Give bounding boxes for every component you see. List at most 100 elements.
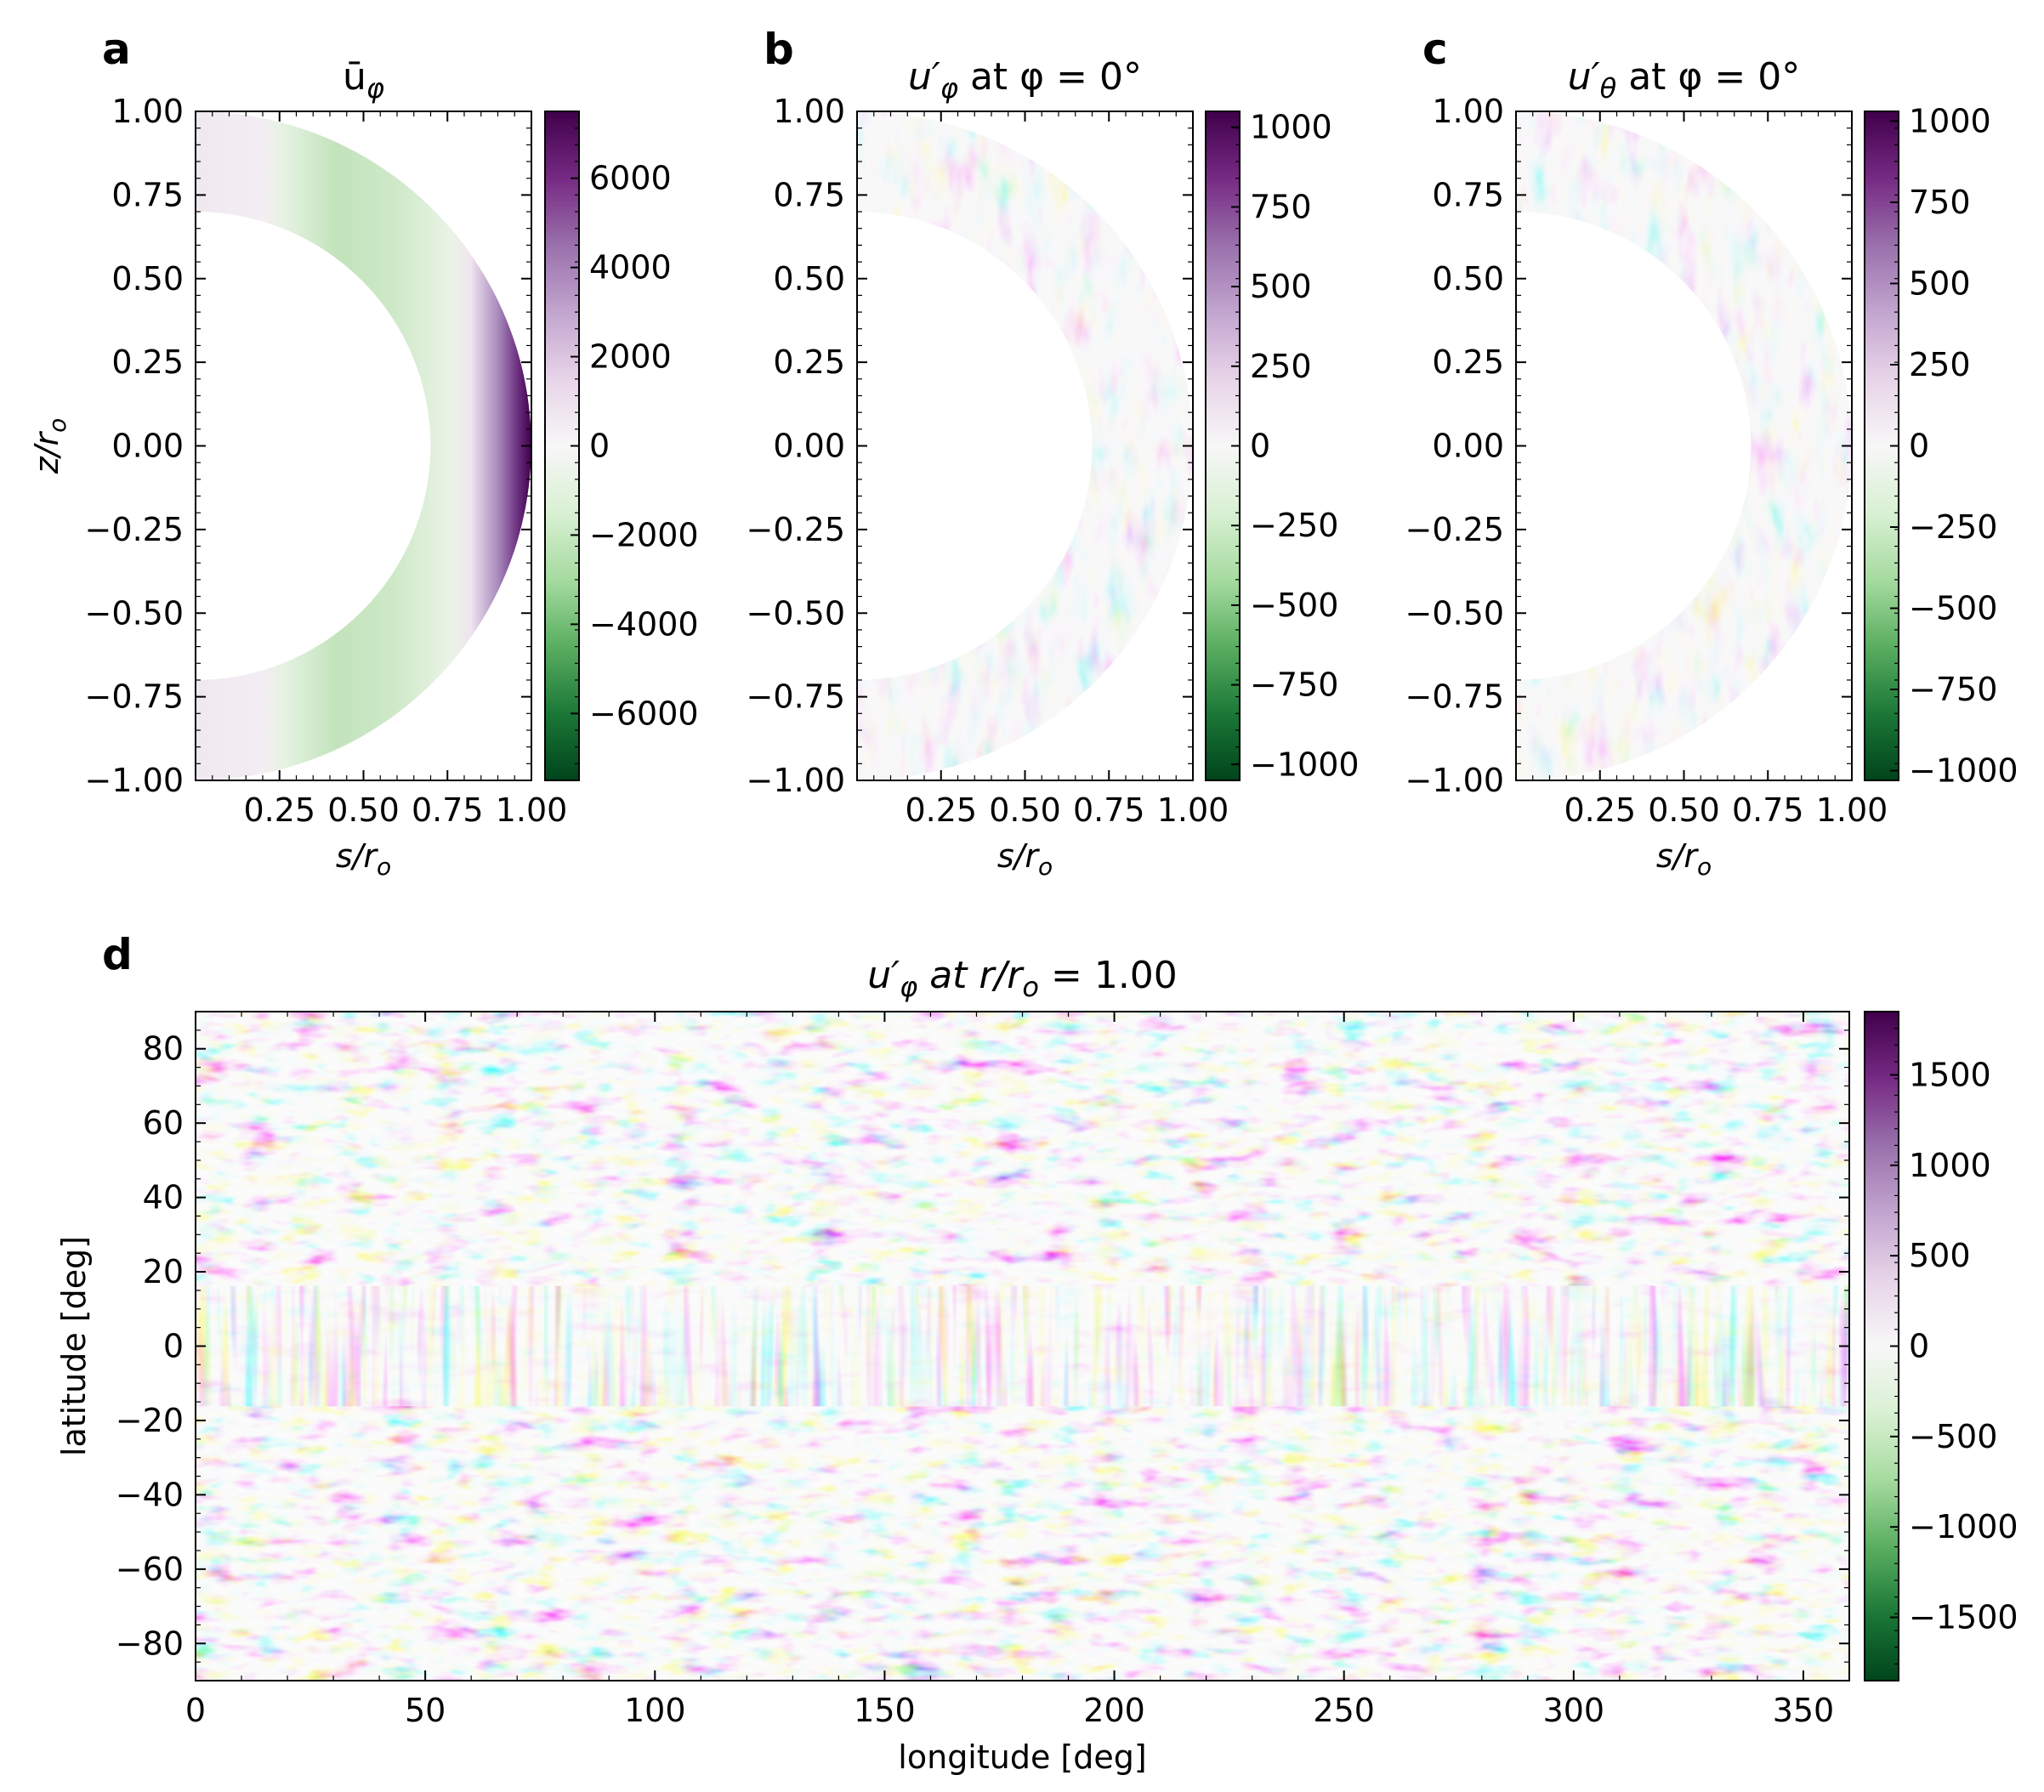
colorbar-a-tick-label: −4000	[589, 605, 699, 643]
y-tick-label: −1.00	[85, 762, 184, 799]
panel-d-colorbar: 1500 1000 500 0 −500 −1000 −1500	[1864, 1011, 2018, 1681]
y-tick-label: 0.00	[773, 428, 845, 465]
y-tick-label: −80	[116, 1625, 184, 1662]
panel-d-title: u′φ at r/ro = 1.00	[867, 954, 1178, 1003]
colorbar-d-tick-label: 0	[1909, 1328, 1929, 1365]
panel-b-title: u′φ at φ = 0°	[908, 55, 1142, 105]
panel-c-title: u′θ at φ = 0°	[1568, 55, 1801, 105]
y-tick-label: −0.50	[747, 594, 845, 632]
colorbar-b-tick-label: 1000	[1250, 109, 1332, 146]
colorbar-b-tick-label: 0	[1250, 428, 1270, 465]
y-tick-label: −0.75	[747, 678, 845, 716]
y-tick-label: 0	[163, 1328, 184, 1365]
y-tick-label: 0.00	[111, 428, 184, 465]
colorbar-b-tick-label: 250	[1250, 348, 1312, 385]
panel-letter-a: a	[102, 25, 131, 74]
panel-d-title-main: u′	[867, 954, 900, 997]
panel-c-title-sub: θ	[1600, 72, 1617, 105]
colorbar-d-tick-label: 1500	[1909, 1056, 1991, 1093]
y-tick-label: 0.25	[773, 343, 845, 381]
colorbar-a-tick-label: 0	[589, 428, 610, 465]
colorbar-c-tick-label: −1000	[1909, 752, 2018, 790]
panel-c-colorbar: 1000 750 500 250 0 −250 −500 −750 −1000	[1864, 102, 2018, 790]
colorbar-d-tick-label: 500	[1909, 1237, 1971, 1274]
panel-c-plot-area	[1515, 111, 1853, 781]
panel-d-y-ticks: 80 60 40 20 0 −20 −40 −60 −80	[116, 1030, 1849, 1662]
panel-c-title-main: u′	[1568, 55, 1600, 99]
x-tick-label: 0.75	[1732, 791, 1804, 829]
panel-d-title-rest-sub: o	[1022, 971, 1039, 1003]
panel-c-y-ticks: 1.00 0.75 0.50 0.25 0.00 −0.25 −0.50 −0.75 −1.00	[1405, 93, 1852, 799]
panel-c-x-axis-label-main: s/r	[1656, 837, 1700, 875]
y-tick-label: 0.00	[1432, 428, 1504, 465]
colorbar-b-tick-label: −500	[1250, 587, 1338, 624]
y-tick-label: 1.00	[111, 93, 184, 130]
x-tick-label: 50	[405, 1692, 446, 1729]
equatorial-band	[196, 1285, 1849, 1407]
colorbar-c-tick-label: −750	[1909, 671, 1997, 708]
panel-b-x-axis-label: s/ro	[997, 837, 1053, 881]
colorbar-c-tick-label: 750	[1909, 184, 1971, 221]
colorbar-d-tick-label: −1000	[1909, 1508, 2018, 1545]
panel-letter-b: b	[764, 25, 794, 74]
y-tick-label: 1.00	[773, 93, 845, 130]
x-tick-label: 0.25	[1564, 791, 1636, 829]
colorbar-c-tick-label: 250	[1909, 346, 1971, 383]
colorbar-b-tick-label: 750	[1250, 188, 1312, 225]
colorbar-b-tick-label: 500	[1250, 268, 1312, 305]
x-tick-label: 250	[1313, 1692, 1375, 1729]
y-tick-label: 20	[143, 1253, 184, 1290]
colorbar-c-tick-label: −250	[1909, 508, 1997, 546]
y-tick-label: 0.50	[111, 260, 184, 298]
colorbar-a-tick-label: 2000	[589, 338, 672, 376]
colorbar-a-tick-label: −6000	[589, 695, 699, 732]
panel-a-y-axis-label: z/ro	[28, 418, 71, 475]
panel-a: a ūφ 0.25 0.50 0.75 1.00 1.000.750.500.250.…	[28, 25, 699, 881]
y-tick-label: 0.50	[1432, 260, 1504, 298]
y-tick-label: −0.75	[1405, 678, 1504, 716]
colorbar-d-tick-label: −500	[1909, 1418, 1997, 1455]
panel-b-plot-area	[856, 111, 1194, 781]
x-tick-label: 0.75	[1073, 791, 1145, 829]
panel-d-title-sub: φ	[900, 971, 917, 1003]
y-tick-label: 80	[143, 1030, 184, 1068]
y-tick-label: −0.25	[747, 511, 845, 548]
y-tick-label: −0.75	[85, 678, 184, 716]
panel-a-x-ticks: 0.25 0.50 0.75 1.00	[243, 111, 567, 829]
panel-a-plot-area	[195, 111, 532, 781]
y-tick-label: −60	[116, 1551, 184, 1588]
x-tick-label: 0.75	[412, 791, 484, 829]
perturbation-field	[857, 111, 1193, 780]
colorbar-b-tick-label: −750	[1250, 666, 1338, 704]
x-tick-label: 0.50	[989, 791, 1061, 829]
panel-c-x-ticks: 0.25 0.50 0.75 1.00	[1564, 111, 1888, 829]
panel-d-plot-area	[195, 1011, 1850, 1681]
colorbar-b-tick-label: −250	[1250, 507, 1338, 544]
colorbar-a-tick-label: 6000	[589, 160, 672, 197]
panel-d-x-ticks: 0 50 100 150 200 250 300 350	[185, 1012, 1834, 1729]
x-tick-label: 0	[185, 1692, 206, 1729]
panel-b-title-sub: φ	[940, 72, 958, 105]
y-tick-label: −40	[116, 1476, 184, 1513]
y-tick-label: −1.00	[747, 762, 845, 799]
x-tick-label: 300	[1543, 1692, 1605, 1729]
panel-b-title-main: u′	[908, 55, 940, 99]
panel-d-y-axis-label: latitude [deg]	[55, 1236, 93, 1456]
y-tick-label: 0.75	[1432, 176, 1504, 213]
panel-letter-d: d	[102, 930, 133, 979]
y-tick-label: −0.25	[1405, 511, 1504, 548]
panel-b: b u′φ at φ = 0° 0.25 0.50 0.75 1.00 1.00 0.7…	[747, 25, 1360, 881]
x-tick-label: 0.25	[243, 791, 315, 829]
x-tick-label: 1.00	[1157, 791, 1229, 829]
colorbar-c-tick-label: −500	[1909, 590, 1997, 627]
panel-b-title-rest: at φ = 0°	[958, 55, 1142, 99]
panel-a-y-ticks: 1.00 0.75 0.50 0.25 0.00 −0.25 −0.50 −0.75 −1.00	[85, 93, 531, 799]
panel-a-colorbar: 6000 4000 2000 0 −2000 −4000 −6000	[544, 111, 699, 781]
y-tick-label: −0.50	[85, 594, 184, 632]
y-tick-label: −0.50	[1405, 594, 1504, 632]
colorbar-d-tick-label: −1500	[1909, 1599, 2018, 1636]
y-tick-label: 0.75	[773, 176, 845, 213]
colorbar-c-tick-label: 500	[1909, 264, 1971, 302]
panel-c-title-rest: at φ = 0°	[1616, 55, 1800, 99]
colorbar-a-tick-label: −2000	[589, 516, 699, 553]
